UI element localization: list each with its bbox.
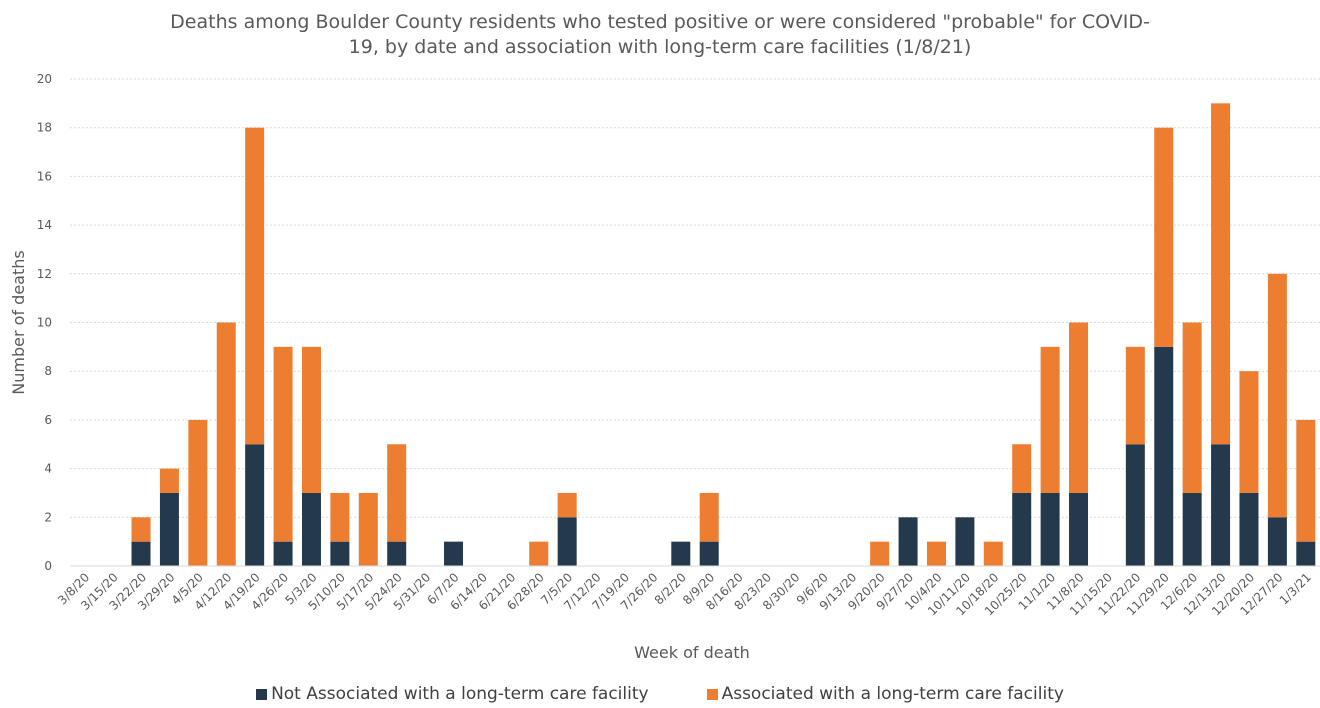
- bar-associated: [1125, 346, 1145, 445]
- bar-not-associated: [1069, 492, 1089, 566]
- bar-not-associated: [557, 517, 577, 566]
- bar-not-associated: [131, 541, 151, 566]
- y-tick-label: 14: [37, 218, 52, 232]
- bar-associated: [245, 127, 265, 445]
- bar-associated: [1267, 273, 1287, 518]
- x-tick-label: 1/3/21: [1277, 570, 1314, 607]
- legend-swatch-associated: [706, 688, 718, 700]
- bar-not-associated: [1296, 541, 1316, 566]
- bar-associated: [1012, 444, 1032, 493]
- bar-associated: [188, 419, 208, 566]
- bar-not-associated: [245, 444, 265, 566]
- x-axis-title: Week of death: [634, 643, 750, 662]
- bars: [131, 103, 1316, 566]
- y-tick-label: 6: [44, 413, 52, 427]
- bar-not-associated: [1154, 346, 1174, 566]
- bar-associated: [387, 444, 407, 542]
- bar-associated: [216, 322, 236, 566]
- bar-not-associated: [1125, 444, 1145, 566]
- bar-not-associated: [1267, 517, 1287, 566]
- bar-associated: [529, 541, 549, 566]
- y-tick-label: 16: [37, 169, 52, 183]
- y-tick-label: 8: [44, 364, 52, 378]
- bar-not-associated: [955, 517, 975, 566]
- bar-associated: [1040, 346, 1060, 493]
- legend-item-associated: Associated with a long-term care facilit…: [706, 684, 1064, 704]
- bar-not-associated: [159, 492, 179, 566]
- bar-associated: [983, 541, 1003, 566]
- bar-not-associated: [444, 541, 464, 566]
- legend-swatch-not-associated: [256, 688, 268, 700]
- bar-associated: [273, 346, 293, 542]
- bar-associated: [1296, 419, 1316, 542]
- y-tick-label: 0: [44, 559, 52, 573]
- y-tick-label: 18: [37, 121, 52, 135]
- bar-associated: [1239, 371, 1259, 493]
- y-tick-label: 4: [44, 462, 52, 476]
- bar-not-associated: [671, 541, 691, 566]
- y-tick-label: 10: [37, 316, 52, 330]
- bar-associated: [131, 517, 151, 542]
- bar-not-associated: [273, 541, 293, 566]
- bar-associated: [557, 492, 577, 518]
- bar-associated: [301, 346, 321, 493]
- bar-associated: [1182, 322, 1202, 493]
- bar-not-associated: [330, 541, 350, 566]
- legend: Not Associated with a long-term care fac…: [0, 684, 1320, 704]
- x-axis-ticks: 3/8/203/15/203/22/203/29/204/5/204/12/20…: [55, 570, 1314, 618]
- bar-associated: [330, 492, 350, 542]
- bar-not-associated: [1182, 492, 1202, 566]
- legend-item-not-associated: Not Associated with a long-term care fac…: [256, 684, 649, 704]
- bar-associated: [926, 541, 946, 566]
- bar-associated: [699, 492, 719, 542]
- y-tick-label: 2: [44, 510, 52, 524]
- bar-associated: [1069, 322, 1089, 493]
- bar-associated: [870, 541, 890, 566]
- bar-associated: [1154, 127, 1174, 347]
- bar-associated: [159, 468, 179, 493]
- bar-not-associated: [1211, 444, 1231, 566]
- bar-not-associated: [1012, 492, 1032, 566]
- bar-associated: [358, 492, 378, 566]
- legend-label-not-associated: Not Associated with a long-term care fac…: [271, 684, 649, 704]
- chart-title: Deaths among Boulder County residents wh…: [0, 10, 1320, 60]
- bar-not-associated: [898, 517, 918, 566]
- y-axis-ticks: 0 2 4 6 8 10 12 14 16 18 20: [37, 72, 52, 573]
- y-axis-title: Number of deaths: [9, 250, 28, 394]
- bar-not-associated: [301, 492, 321, 566]
- bar-not-associated: [387, 541, 407, 566]
- y-tick-label: 12: [37, 267, 52, 281]
- chart-title-line-1: Deaths among Boulder County residents wh…: [170, 11, 1150, 33]
- bar-not-associated: [699, 541, 719, 566]
- bar-not-associated: [1239, 492, 1259, 566]
- chart-title-line-2: 19, by date and association with long-te…: [348, 36, 972, 58]
- y-tick-label: 20: [37, 72, 52, 86]
- bar-associated: [1211, 103, 1231, 445]
- legend-label-associated: Associated with a long-term care facilit…: [721, 684, 1064, 704]
- bar-not-associated: [1040, 492, 1060, 566]
